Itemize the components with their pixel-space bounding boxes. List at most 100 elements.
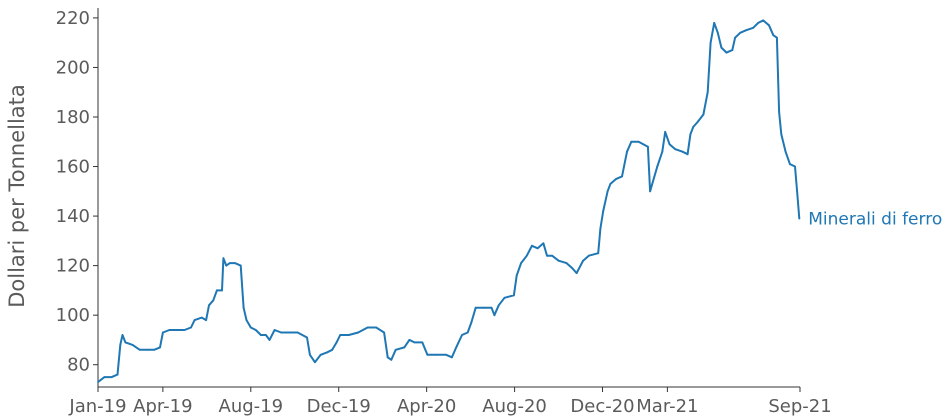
data-point [121,334,124,336]
data-point [225,264,228,267]
data-point [503,296,506,299]
data-point [575,272,578,274]
data-point [455,346,458,349]
y-axis-ticks: 80 100 120 140 160 180 200 220 [56,8,98,376]
data-point [183,329,186,331]
data-point [461,334,463,336]
data-point [668,143,671,146]
data-point [234,262,236,264]
y-tick-label: 100 [56,305,90,326]
data-point [649,190,651,193]
x-axis-ticks: Jan-19 Apr-19 Aug-19 Dec-19 Apr-20 Aug-20 Dec-… [68,387,832,417]
data-point [725,51,728,54]
data-point [789,163,791,166]
series-label: Minerali di ferro [808,210,942,230]
data-point [531,244,533,247]
data-point [606,190,609,193]
x-tick-label: Mar-21 [636,396,698,417]
x-tick-label: Aug-19 [219,396,284,417]
data-point [153,348,156,351]
data-point [347,334,350,336]
data-point [599,227,602,230]
data-point [124,341,127,344]
data-point [587,254,590,257]
data-point [319,353,322,356]
x-tick-label: Dec-19 [307,396,371,417]
data-point [696,121,699,123]
series-line [97,19,801,383]
data-point [394,348,397,351]
data-point [222,257,225,260]
data-point [339,334,342,336]
data-point [483,306,486,309]
data-point [686,153,689,156]
data-point [103,376,106,378]
data-point [615,178,618,180]
data-point [661,150,664,153]
data-point [421,341,424,344]
data-point [546,254,548,257]
data-point [366,326,369,329]
data-point [525,254,528,257]
data-point [772,34,775,37]
series-group: Minerali di ferro [97,19,942,383]
data-point [426,353,429,356]
data-point [260,334,262,336]
y-axis-title: Dollari per Tonnellata [5,84,29,308]
data-point [265,334,267,336]
data-point [221,289,223,292]
data-point [326,351,329,354]
data-point [97,381,99,383]
data-point [451,356,453,359]
data-point [239,264,242,267]
y-tick-label: 160 [56,157,90,178]
data-point [242,306,245,309]
data-point [709,41,712,44]
data-point [681,150,684,153]
y-tick-label: 180 [56,107,90,128]
data-point [752,26,755,29]
axes [97,8,800,388]
data-point [280,331,282,334]
data-point [331,348,334,351]
data-point [734,36,736,39]
data-point [474,306,477,309]
data-point [768,24,770,27]
data-point [493,314,496,317]
data-point [403,346,406,349]
data-point [762,19,765,22]
data-point [664,131,667,133]
data-point [168,329,171,331]
data-point [470,321,473,324]
x-tick-label: Aug-20 [482,396,547,417]
data-point [249,326,252,329]
data-point [408,339,411,341]
data-point [637,140,640,143]
y-tick-label: 200 [56,57,90,78]
y-tick-label: 80 [67,355,90,376]
data-point [193,319,196,321]
data-point [205,319,208,321]
x-tick-label: Apr-19 [133,396,192,417]
data-point [692,126,695,128]
data-point [268,339,271,341]
x-tick-label: Dec-20 [570,396,634,417]
data-point [138,348,141,351]
data-point [778,111,780,113]
data-point [731,49,734,51]
data-point [335,341,338,344]
data-point [602,210,605,213]
data-point [702,113,705,116]
y-tick-label: 140 [56,206,90,227]
data-point [190,326,192,329]
data-point [689,133,692,136]
data-point [565,262,568,264]
data-point [200,316,203,319]
data-point [309,353,311,356]
data-point [582,259,584,262]
data-point [466,331,469,334]
data-point [162,331,164,334]
data-point [273,329,276,331]
data-point [626,150,628,153]
data-point [216,289,218,292]
